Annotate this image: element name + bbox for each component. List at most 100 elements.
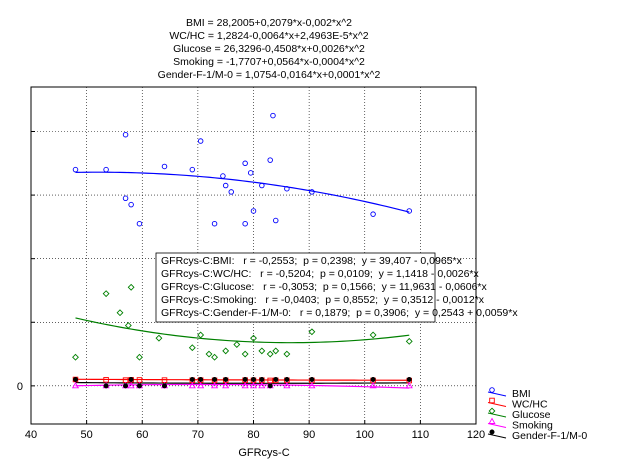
x-axis-label: GFRcys-C: [238, 447, 289, 459]
point-s3-17: [405, 381, 413, 389]
point-s0-6: [161, 163, 168, 170]
point-s0-22: [309, 189, 315, 195]
point-s3-6: [188, 381, 196, 389]
equation-gender: Gender-F-1/M-0 = 1,0754-0,0164*x+0,0001*…: [158, 69, 381, 81]
point-s0-8: [197, 138, 204, 144]
point-s4-7: [198, 376, 204, 382]
legend-line-0: [487, 391, 507, 397]
point-s2-1: [102, 290, 110, 298]
point-s3-8: [210, 381, 219, 389]
stats-box-frame: [155, 252, 436, 323]
point-s2-17: [272, 347, 280, 355]
legend-marker-1: [489, 397, 495, 404]
point-s0-16: [250, 208, 257, 214]
point-s0-19: [270, 112, 276, 119]
point-s0-2: [122, 131, 129, 138]
stats-line-wchc: GFRcys-C:WC/HC: r = -0,5204; p = 0,0109;…: [161, 268, 480, 280]
point-s4-18: [406, 376, 412, 382]
point-s2-20: [369, 331, 377, 339]
point-s3-7: [197, 381, 205, 389]
axis-ticks: 40 50 60 70 80 90 100 110 120 0: [17, 131, 485, 441]
point-s4-15: [284, 376, 290, 382]
point-s3-10: [241, 381, 249, 389]
point-s3-16: [369, 381, 377, 389]
stats-box: GFRcys-C:BMI: r = -0,2553; p = 0,2398; y…: [155, 252, 518, 323]
legend-label-3: Smoking: [512, 420, 553, 432]
fit-curve-3: [75, 383, 410, 389]
point-s2-0: [72, 353, 79, 361]
point-s2-11: [222, 347, 230, 355]
legend-marker-4: [489, 429, 495, 435]
point-s0-15: [247, 170, 254, 176]
point-s2-3: [124, 322, 132, 329]
point-s0-4: [128, 201, 134, 208]
point-s2-5: [136, 353, 143, 361]
x-tick-label-50: 50: [81, 429, 93, 441]
legend-line-2: [487, 412, 507, 418]
x-tick-label-80: 80: [247, 429, 259, 441]
equation-wchc: WC/HC = 1,2824-0,0064*x+2,4963E-5*x^2: [169, 30, 368, 42]
point-s0-12: [228, 189, 234, 195]
point-s2-2: [116, 309, 124, 317]
point-s0-3: [122, 195, 129, 202]
equation-bmi: BMI = 28,2005+0,2079*x-0,002*x^2: [186, 17, 352, 29]
y-tick-label-0: 0: [17, 381, 23, 393]
legend-marker-3: [488, 417, 496, 424]
point-s4-16: [309, 376, 315, 382]
x-tick-label-110: 110: [412, 429, 430, 441]
point-s2-9: [205, 350, 213, 358]
x-tick-label-60: 60: [136, 429, 148, 441]
x-tick-label-40: 40: [25, 429, 37, 441]
point-s4-6: [189, 376, 195, 382]
point-s2-7: [188, 344, 196, 352]
point-s0-13: [242, 160, 248, 167]
point-s0-20: [273, 217, 279, 224]
equation-smoking: Smoking = -1,7707+0,0564*x-0,0004*x^2: [173, 56, 365, 68]
legend-marker-2: [488, 407, 496, 415]
point-s4-2: [123, 383, 129, 389]
point-s4-1: [103, 383, 109, 389]
point-s3-3: [127, 381, 135, 389]
point-s3-9: [222, 381, 230, 389]
legend-line-4: [487, 433, 507, 439]
point-s2-4: [127, 283, 135, 291]
point-s4-9: [223, 376, 229, 382]
point-s2-8: [197, 331, 205, 339]
point-s2-18: [283, 350, 291, 358]
point-s4-17: [370, 376, 376, 382]
fit-curve-2: [75, 317, 410, 344]
x-tick-label-70: 70: [192, 429, 204, 441]
point-s0-18: [267, 157, 273, 163]
legend-label-1: WC/HC: [512, 399, 548, 411]
legend-line-3: [487, 423, 507, 428]
point-s2-15: [258, 347, 266, 355]
point-s2-16: [266, 350, 274, 358]
point-s2-6: [155, 334, 163, 342]
point-s0-1: [103, 166, 109, 173]
point-s4-12: [259, 376, 265, 382]
point-s0-17: [259, 182, 265, 189]
point-s1-2: [122, 377, 129, 383]
point-s3-11: [249, 381, 258, 389]
point-s2-14: [250, 334, 257, 342]
data-points: [71, 112, 413, 389]
fit-curve-1: [75, 378, 410, 381]
legend-marker-0: [489, 387, 495, 393]
point-s2-19: [308, 328, 316, 336]
point-s4-11: [251, 376, 257, 382]
point-s2-12: [233, 341, 241, 348]
chart-title: BMI = 28,2005+0,2079*x-0,002*x^2 WC/HC =…: [158, 17, 381, 81]
point-s2-10: [211, 353, 218, 361]
point-s4-10: [242, 376, 248, 382]
point-s0-10: [220, 173, 226, 179]
point-s4-4: [136, 383, 142, 389]
fit-curve-0: [75, 171, 410, 213]
point-s3-15: [308, 381, 316, 389]
legend-label-2: Glucose: [512, 409, 551, 421]
point-s0-5: [136, 220, 143, 227]
point-s4-3: [128, 376, 134, 382]
point-s0-11: [222, 182, 229, 189]
point-s0-21: [284, 185, 290, 192]
